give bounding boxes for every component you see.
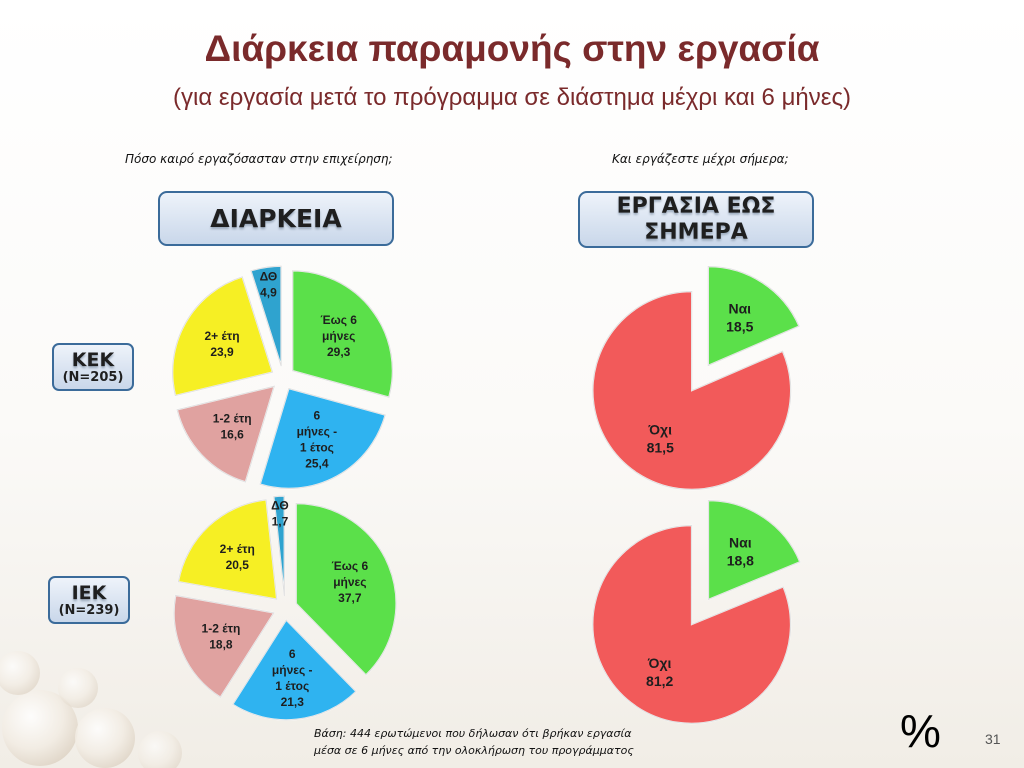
header-duration-label: ΔΙΑΡΚΕΙΑ [210, 204, 342, 233]
pie-slice [591, 524, 792, 725]
pie-slice-label: 2+ έτη [204, 329, 239, 343]
pie-slice [177, 498, 278, 601]
pie-slice-outline [592, 524, 792, 724]
pie-slice-value: 25,4 [305, 456, 329, 470]
pie-slice-value: 16,6 [220, 427, 244, 441]
group-label-iek: ΙΕΚ (N=239) [48, 576, 130, 624]
pie-slice-outline [592, 291, 792, 491]
pie-slice-value: 1,7 [272, 514, 289, 528]
group-iek-name: ΙΕΚ [71, 581, 107, 604]
pie-slice-label: μήνες [322, 329, 355, 343]
pie-slice [295, 502, 397, 677]
pie-slice [249, 265, 282, 367]
pie-slice-outline [292, 270, 394, 398]
pie-slice-label: μήνες - [272, 663, 313, 677]
pie-slice-value: 81,2 [646, 673, 673, 689]
pie-slice-label: μήνες [333, 575, 366, 589]
pie-slice-outline [259, 387, 386, 489]
percent-symbol: % [900, 705, 941, 757]
pie-slice-label: ΔΘ [271, 498, 289, 512]
page-number: 31 [985, 731, 1001, 747]
footnote: Βάση: 444 ερωτώμενοι που δήλωσαν ότι βρή… [314, 725, 634, 759]
group-kek-n: (N=205) [62, 369, 124, 385]
pie-slice [173, 594, 276, 699]
pie-slice-value: 20,5 [226, 558, 250, 572]
pie-chart-3: Έως 6 μήνες 37,7 6 μήνες - 1 έτος 21,3 1-2 έτη 1… [173, 495, 397, 721]
pie-slice-label: 2+ έτη [220, 542, 255, 556]
question-duration: Πόσο καιρό εργαζόσασταν στην επιχείρηση; [125, 152, 393, 166]
pie-slice [707, 499, 801, 601]
pie-slice [171, 275, 274, 397]
footnote-line2: μέσα σε 6 μήνες από την ολοκλήρωση του π… [314, 744, 634, 757]
pie-slice-outline [173, 594, 275, 698]
pie-slice-value: 18,5 [726, 318, 753, 334]
pie-slice-label: Ναι [729, 535, 752, 551]
question-still-working: Και εργάζεστε μέχρι σήμερα; [612, 152, 789, 166]
pie-slice-label: Όχι [647, 655, 672, 671]
pie-slice-value: 23,9 [210, 345, 234, 359]
pie-slice-outline [177, 499, 278, 600]
pie-slice-outline [707, 500, 801, 601]
group-kek-name: ΚΕΚ [71, 348, 115, 371]
header-duration-box: ΔΙΑΡΚΕΙΑ [158, 191, 394, 246]
pie-slice-outline [250, 265, 282, 367]
pie-slice-label: 6 [289, 647, 296, 661]
pie-slice-value: 18,8 [209, 637, 233, 651]
pie-slice-outline [172, 276, 274, 397]
pie-slice-outline [273, 495, 285, 597]
pie-slice-label: Όχι [647, 421, 672, 437]
pie-slice-outline [231, 619, 357, 721]
pie-slice-label: 6 [314, 408, 321, 422]
pie-slice-label: 1 έτος [300, 440, 334, 454]
pie-slice [592, 290, 792, 491]
group-iek-n: (N=239) [58, 602, 120, 618]
pie-slice-value: 37,7 [338, 591, 362, 605]
footnote-line1: Βάση: 444 ερωτώμενοι που δήλωσαν ότι βρή… [314, 727, 632, 740]
pie-slice-value: 18,8 [727, 553, 754, 569]
pie-chart-1: Έως 6 μήνες 29,3 6 μήνες - 1 έτος 25,4 1-2 έτη 1… [171, 265, 394, 490]
pie-slice-value: 81,5 [647, 439, 674, 455]
header-work-today-box: ΕΡΓΑΣΙΑ ΕΩΣ ΣΗΜΕΡΑ [578, 191, 814, 248]
pie-slice-label: 1 έτος [275, 679, 309, 693]
pie-slice-value: 29,3 [327, 345, 351, 359]
pie-slice [259, 387, 387, 490]
pie-slice-value: 21,3 [281, 695, 305, 709]
pie-slice-outline [176, 385, 276, 483]
pie-slice-outline [295, 502, 397, 676]
pie-slice-label: 1-2 έτη [213, 411, 252, 425]
header-work-today-line2: ΣΗΜΕΡΑ [644, 219, 748, 245]
header-work-today-line1: ΕΡΓΑΣΙΑ ΕΩΣ [616, 193, 776, 219]
pie-slice-outline [707, 265, 800, 367]
slide-subtitle: (για εργασία μετά το πρόγραμμα σε διάστη… [173, 84, 851, 111]
pie-slice-label: Ναι [728, 300, 751, 316]
pie-slice [176, 385, 276, 483]
pie-slice-label: μήνες - [297, 424, 338, 438]
pie-slice [272, 495, 286, 597]
pie-slice [707, 265, 801, 367]
pie-slice-label: Έως 6 [320, 313, 357, 327]
slide-title: Διάρκεια παραμονής στην εργασία [204, 28, 820, 69]
pie-slice [231, 618, 358, 721]
pie-slice-label: Έως 6 [332, 559, 369, 573]
pie-chart-2: Ναι 18,5 Όχι 81,5 [592, 265, 801, 491]
pie-slice [291, 269, 394, 399]
group-label-kek: ΚΕΚ (N=205) [52, 343, 134, 391]
pie-slice-label: 1-2 έτη [202, 621, 241, 635]
pie-slice-value: 4,9 [260, 285, 277, 299]
pie-chart-4: Ναι 18,8 Όχι 81,2 [591, 499, 801, 725]
pie-slice-label: ΔΘ [260, 269, 278, 283]
